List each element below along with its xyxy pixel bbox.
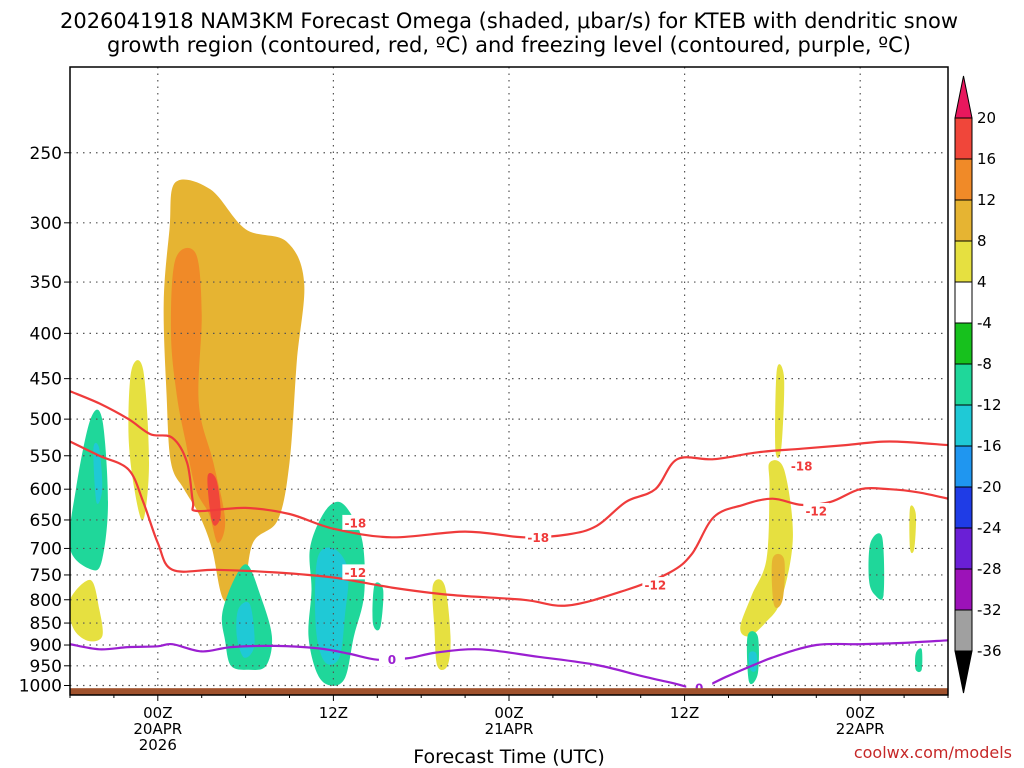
y-tick-label-450: 450	[30, 370, 62, 390]
y-tick-label-900: 900	[30, 636, 62, 656]
minus-12-contour-label-0: -12	[345, 566, 367, 580]
zero-degree-contour-label-0: 0	[388, 653, 396, 667]
colorbar-swatch-9	[954, 445, 973, 488]
minus-18-contour-label-bg-2	[788, 458, 815, 474]
y-tick-label-950: 950	[30, 657, 62, 677]
y-tick-label-550: 550	[30, 447, 62, 467]
x-tick-label-0-0: 00Z	[143, 704, 172, 722]
y-tick-label-250: 250	[30, 144, 62, 164]
x-tick-label-0-1: 20APR	[133, 720, 182, 738]
y-tick-label-600: 600	[30, 480, 62, 500]
colorbar-swatch-4	[954, 240, 973, 283]
omega-region-ascent-hour52	[909, 505, 917, 554]
minus-12-contour-label-1: -12	[644, 579, 666, 593]
minus-18-contour-label-bg-0	[342, 514, 369, 530]
omega-region-descent-west-core	[93, 442, 103, 504]
y-axis: 2503003504004505005506006507007508008509…	[19, 144, 70, 697]
colorbar-label-0: 20	[977, 109, 996, 127]
credit-text[interactable]: coolwx.com/models	[854, 743, 1012, 762]
colorbar-label-11: -28	[977, 560, 1002, 578]
omega-region-ascent-low-west	[70, 579, 103, 642]
colorbar-label-1: 16	[977, 150, 996, 168]
colorbar-label-8: -16	[977, 437, 1002, 455]
omega-region-ascent-hour43-upper	[775, 364, 785, 459]
zero-degree-contour-label-bg-0	[378, 651, 405, 667]
y-tick-label-850: 850	[30, 614, 62, 634]
colorbar-swatch-2	[954, 158, 973, 201]
colorbar-swatch-12	[954, 568, 973, 611]
omega-region-descent-hour52	[915, 648, 923, 673]
y-tick-label-1000: 1000	[19, 677, 62, 697]
zero-degree-contour-label-1: 0	[695, 681, 703, 695]
x-axis-label: Forecast Time (UTC)	[413, 746, 604, 768]
colorbar-label-5: -4	[977, 314, 992, 332]
colorbar-label-13: -36	[977, 642, 1002, 660]
colorbar-swatch-5	[954, 281, 973, 324]
colorbar-label-6: -8	[977, 355, 992, 373]
omega-region-ascent-west	[128, 360, 149, 521]
minus-18-contour-label-2: -18	[791, 460, 813, 474]
minus-12-contour-label-bg-1	[642, 577, 669, 593]
x-tick-label-12-0: 12Z	[319, 704, 348, 722]
y-tick-label-350: 350	[30, 273, 62, 293]
x-tick-label-24-1: 21APR	[485, 720, 534, 738]
omega-region-descent-hour6-core	[236, 601, 255, 658]
colorbar-swatch-11	[954, 527, 973, 570]
colorbar-label-3: 8	[977, 232, 987, 250]
y-tick-label-300: 300	[30, 214, 62, 234]
colorbar-label-7: -12	[977, 396, 1002, 414]
minus-12-contour-label-2: -12	[805, 504, 827, 518]
minus-12-contour	[70, 440, 948, 607]
colorbar-label-9: -20	[977, 478, 1002, 496]
zero-degree-contour	[70, 639, 948, 690]
y-tick-label-800: 800	[30, 591, 62, 611]
chart-title-line-1: 2026041918 NAM3KM Forecast Omega (shaded…	[60, 9, 958, 33]
ground-surface	[70, 688, 948, 695]
omega-region-ascent-hour3-core	[170, 247, 226, 543]
omega-region-descent-hour15	[372, 582, 384, 631]
pressure-gridlines	[70, 67, 948, 695]
colorbar-label-12: -32	[977, 601, 1002, 619]
y-tick-label-750: 750	[30, 566, 62, 586]
chart-title-line-2: growth region (contoured, red, ºC) and f…	[107, 33, 911, 57]
temperature-contours: -18 -18 -18 -12 -12 -12 0 0	[70, 390, 948, 695]
x-tick-label-48-1: 22APR	[836, 720, 885, 738]
minus-12-contour-label-bg-2	[803, 502, 830, 518]
x-tick-label-48-0: 00Z	[846, 704, 875, 722]
y-tick-label-500: 500	[30, 410, 62, 430]
omega-shading-layer	[70, 179, 923, 686]
omega-region-ascent-hour43-core	[771, 553, 785, 608]
minus-12-contour-label-bg-0	[342, 564, 369, 580]
minus-18-contour	[70, 390, 948, 539]
colorbar-swatch-6	[954, 322, 973, 365]
colorbar-swatch-8	[954, 404, 973, 447]
colorbar-swatch-1	[954, 117, 973, 160]
minus-18-contour-label-bg-1	[525, 529, 552, 545]
colorbar-swatch-7	[954, 363, 973, 406]
colorbar: 20 16 12 8 4 -4 -8 -12 -16 -20 -24 -28 -32 -36	[954, 75, 1002, 694]
omega-region-ascent-hour4-max	[207, 473, 221, 526]
colorbar-bottom-arrow	[954, 650, 973, 694]
colorbar-swatch-3	[954, 199, 973, 242]
colorbar-label-10: -24	[977, 519, 1002, 537]
omega-region-ascent-hour20	[432, 579, 451, 671]
x-tick-label-36-0: 12Z	[670, 704, 699, 722]
x-tick-label-0-2: 2026	[139, 736, 177, 754]
minus-18-contour-label-0: -18	[345, 516, 367, 530]
y-tick-label-400: 400	[30, 324, 62, 344]
colorbar-swatch-13	[954, 609, 973, 652]
colorbar-label-2: 12	[977, 191, 996, 209]
y-tick-label-650: 650	[30, 511, 62, 531]
minus-18-contour-label-1: -18	[527, 531, 549, 545]
colorbar-label-4: 4	[977, 273, 987, 291]
colorbar-swatch-10	[954, 486, 973, 529]
x-tick-label-24-0: 00Z	[494, 704, 523, 722]
omega-region-descent-hour49	[868, 533, 885, 600]
y-tick-label-700: 700	[30, 539, 62, 559]
